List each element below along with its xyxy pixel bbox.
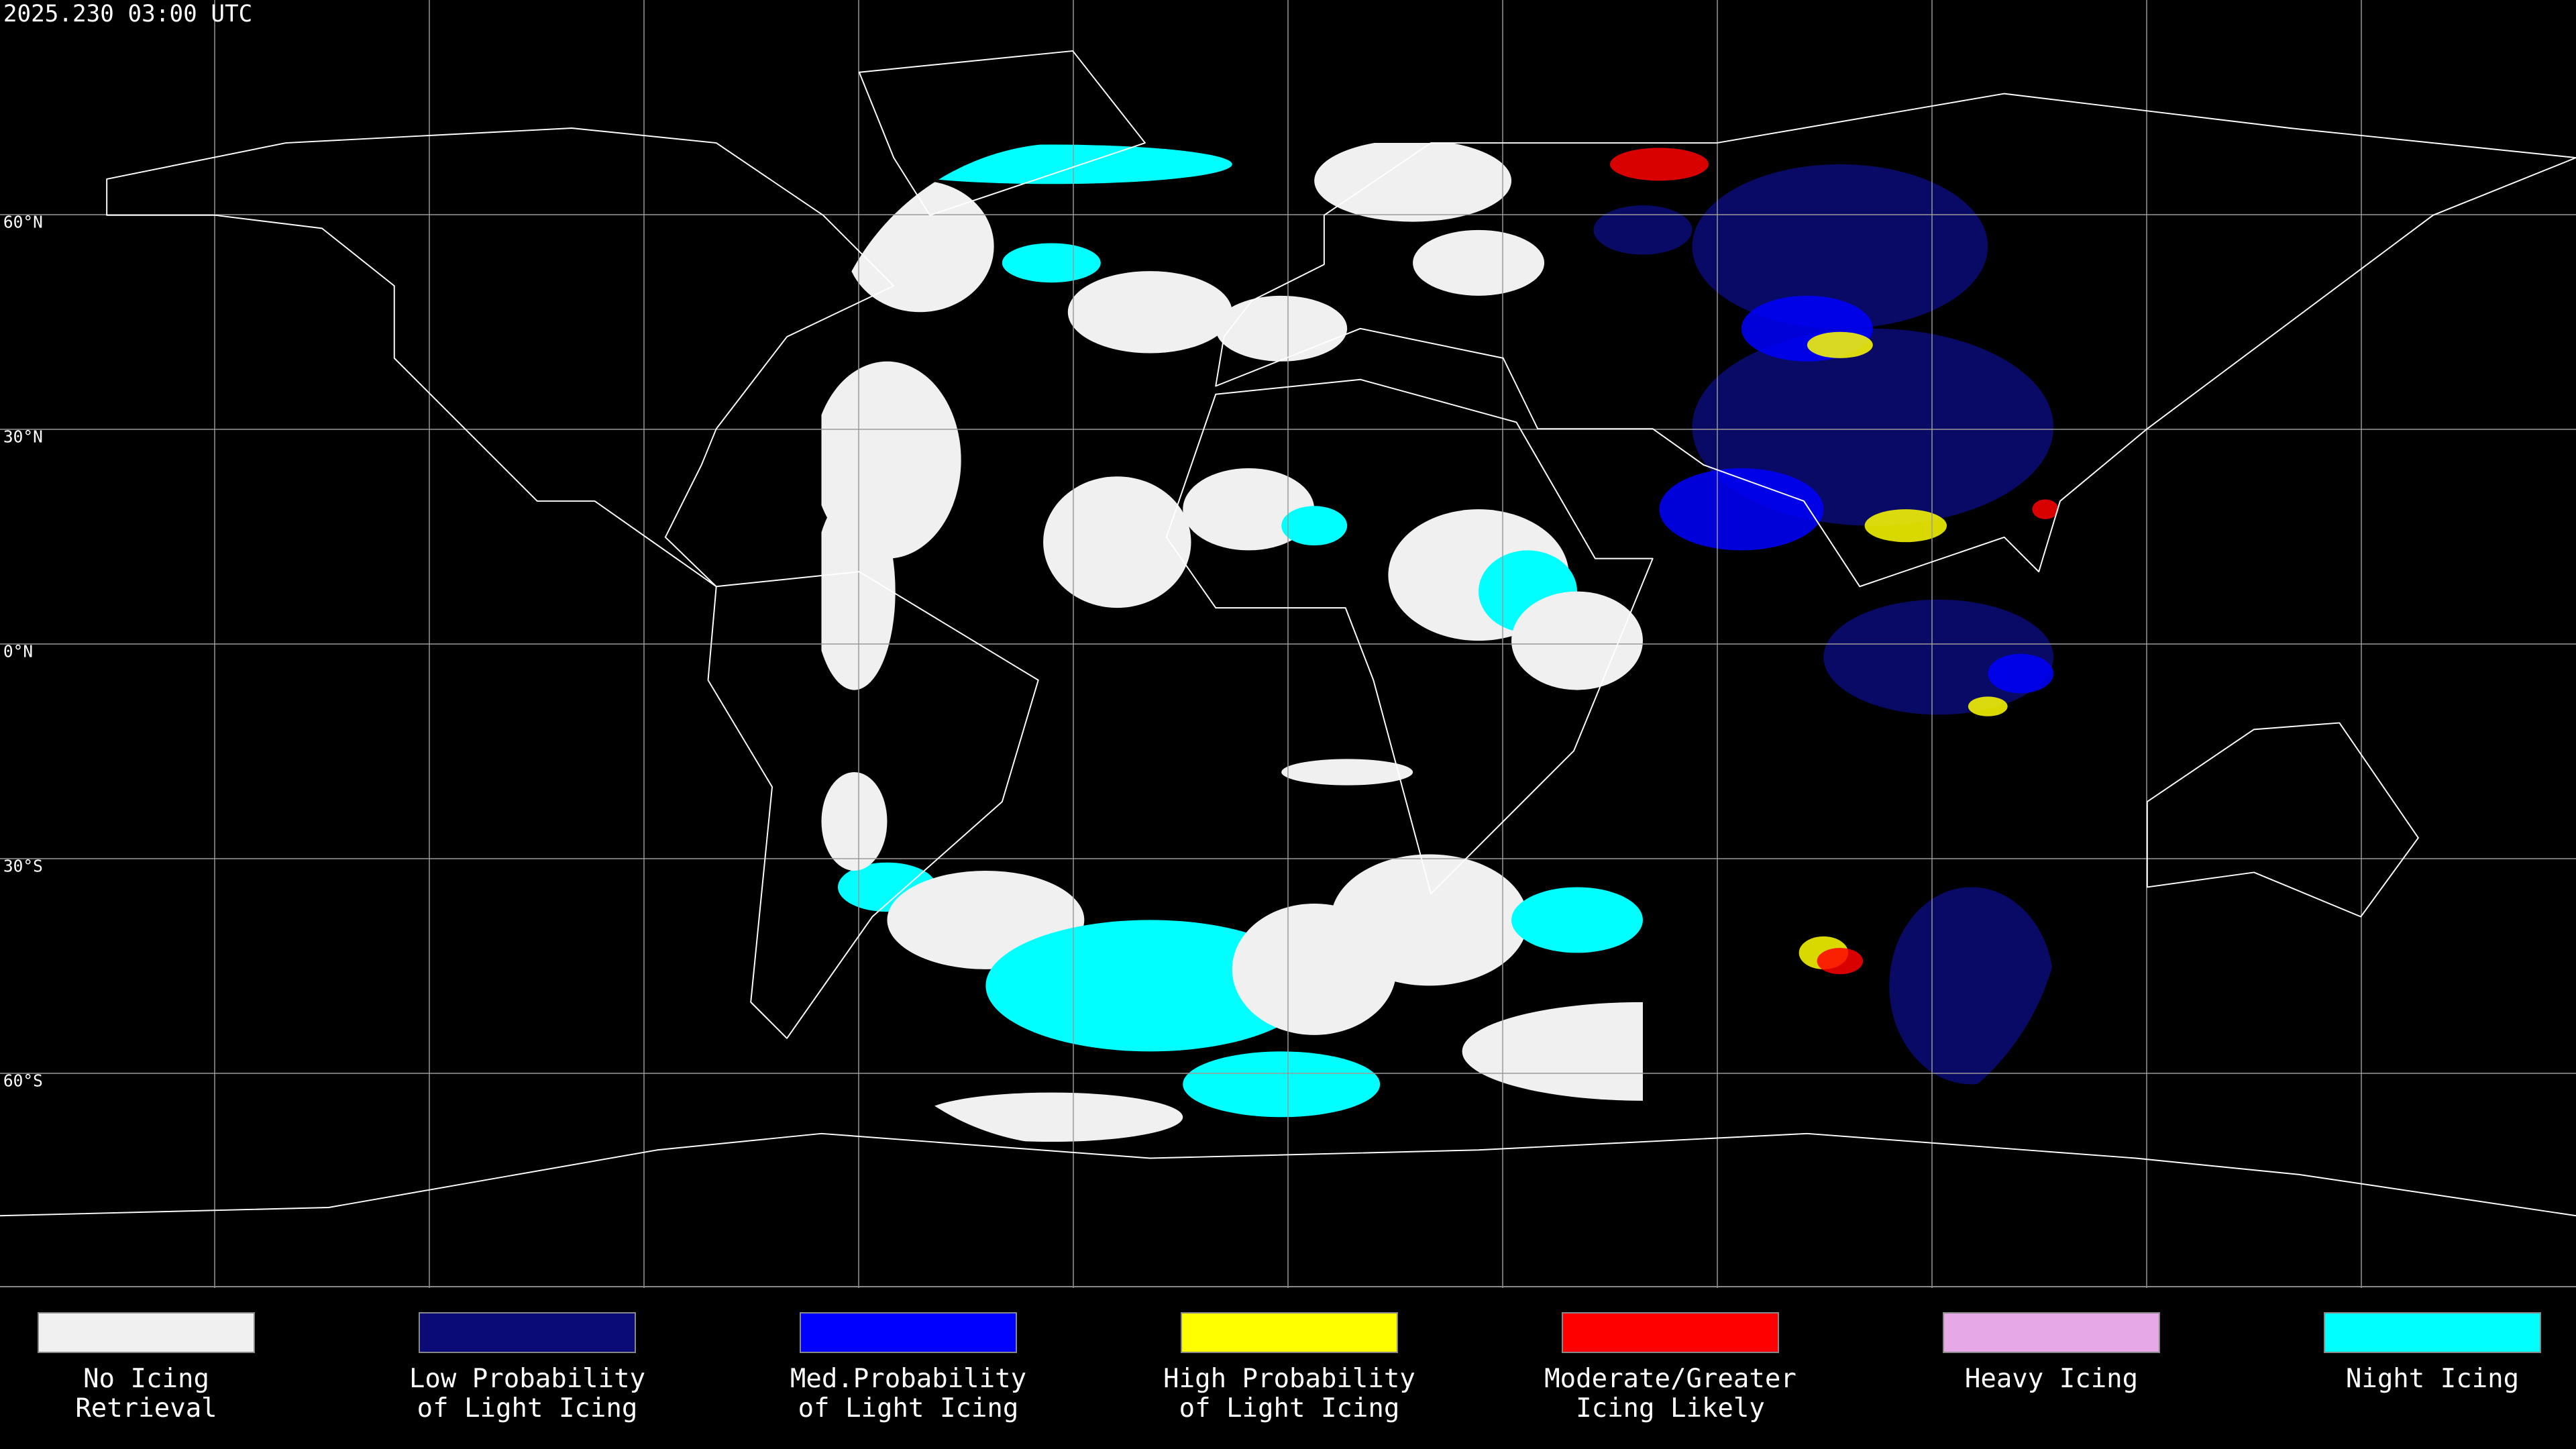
- map: 60°N 30°N 0°N 30°S 60°S 2025.230 03:00 UTC: [0, 0, 2576, 1288]
- cloud-region: [1511, 887, 1643, 953]
- antarctica: [0, 1132, 2576, 1217]
- icing-region: [1610, 148, 1709, 181]
- cloud-region: [1511, 591, 1643, 690]
- cloud-region: [1314, 143, 1512, 222]
- cloud-region: [1183, 1051, 1381, 1118]
- icing-region: [1659, 468, 1824, 551]
- legend-label: No Icing: [83, 1364, 209, 1394]
- eurasia: [1215, 93, 2576, 588]
- legend-swatch: [800, 1312, 1017, 1353]
- legend-label: Retrieval: [75, 1393, 217, 1424]
- legend-label: of Light Icing: [1179, 1393, 1400, 1424]
- cloud-region: [985, 920, 1315, 1052]
- latitude-label: 0°N: [3, 642, 33, 661]
- icing-region: [1593, 205, 1693, 255]
- latitude-label: 60°S: [3, 1071, 43, 1091]
- cloud-region: [1330, 854, 1528, 986]
- legend-label: Moderate/Greater: [1544, 1364, 1796, 1394]
- cloud-region: [920, 1092, 1183, 1142]
- icing-region: [1817, 948, 1864, 975]
- legend-label: Med.Probability: [790, 1364, 1026, 1394]
- legend-label: Night Icing: [2346, 1364, 2519, 1394]
- icing-region: [1807, 331, 1873, 358]
- cloud-region: [1413, 229, 1545, 296]
- coastlines: [0, 50, 2576, 1217]
- latitude-label: 30°N: [3, 427, 43, 447]
- australia: [2146, 722, 2419, 918]
- north-america: [106, 127, 895, 588]
- icing-region: [1864, 509, 1947, 543]
- legend-label: High Probability: [1163, 1364, 1415, 1394]
- icing-region: [1889, 887, 2054, 1085]
- legend-swatch: [38, 1312, 255, 1353]
- icing-region: [1968, 696, 2008, 716]
- icing-region: [1692, 164, 1988, 329]
- satellite-disc: [821, 143, 2062, 1145]
- legend-swatch: [1562, 1312, 1779, 1353]
- cloud-region: [1216, 295, 1348, 362]
- south-america: [707, 571, 1039, 1039]
- legend-swatch: [1181, 1312, 1398, 1353]
- latitude-label: 60°N: [3, 213, 43, 232]
- legend-swatch: [1943, 1312, 2160, 1353]
- legend-label: Low Probability: [409, 1364, 645, 1394]
- africa: [1165, 378, 1654, 895]
- legend-label: Heavy Icing: [1965, 1364, 2138, 1394]
- legend-swatch: [2324, 1312, 2541, 1353]
- latitude-label: 30°S: [3, 857, 43, 876]
- cloud-region: [1043, 476, 1191, 608]
- cloud-region: [1281, 759, 1413, 786]
- cloud-region: [1002, 243, 1101, 283]
- legend-label: of Light Icing: [417, 1393, 638, 1424]
- cloud-region: [1281, 506, 1348, 546]
- legend-label: Icing Likely: [1576, 1393, 1765, 1424]
- cloud-region: [1067, 271, 1232, 354]
- cloud-region: [821, 772, 888, 871]
- icing-region: [1988, 653, 2054, 694]
- cloud-region: [1183, 468, 1315, 551]
- icing-region: [2032, 499, 2059, 519]
- timestamp: 2025.230 03:00 UTC: [3, 1, 252, 28]
- legend-label: of Light Icing: [798, 1393, 1019, 1424]
- cloud-region: [821, 492, 896, 690]
- legend-swatch: [419, 1312, 636, 1353]
- greenland: [858, 50, 1146, 216]
